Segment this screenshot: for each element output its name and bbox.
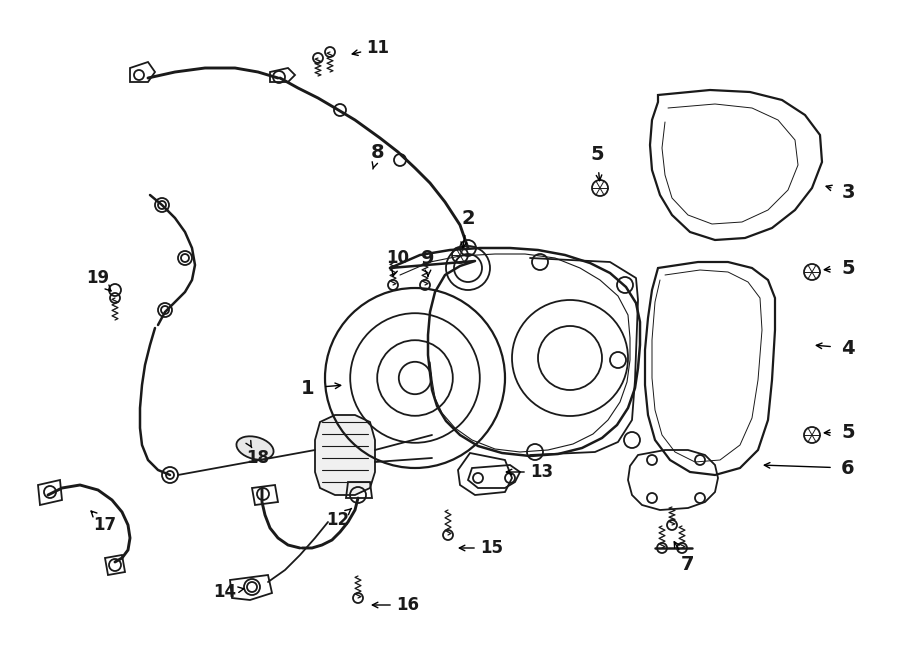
Text: 8: 8 <box>371 142 385 162</box>
Text: 5: 5 <box>842 258 855 277</box>
Text: 7: 7 <box>681 555 695 575</box>
Text: 1: 1 <box>302 379 315 397</box>
Text: 6: 6 <box>842 459 855 477</box>
Text: 5: 5 <box>590 146 604 164</box>
Text: 13: 13 <box>530 463 554 481</box>
Text: 15: 15 <box>481 539 503 557</box>
Text: 14: 14 <box>213 583 237 601</box>
Text: 2: 2 <box>461 209 475 228</box>
Text: 5: 5 <box>842 422 855 442</box>
Text: 11: 11 <box>366 39 390 57</box>
Text: 17: 17 <box>94 516 117 534</box>
Text: 12: 12 <box>327 511 349 529</box>
Text: 16: 16 <box>397 596 419 614</box>
Text: 4: 4 <box>842 338 855 357</box>
Text: 18: 18 <box>247 449 269 467</box>
Text: 9: 9 <box>421 248 435 267</box>
Text: 3: 3 <box>842 183 855 203</box>
Text: 19: 19 <box>86 269 110 287</box>
Text: 10: 10 <box>386 249 410 267</box>
Polygon shape <box>315 415 375 495</box>
Ellipse shape <box>237 436 274 459</box>
